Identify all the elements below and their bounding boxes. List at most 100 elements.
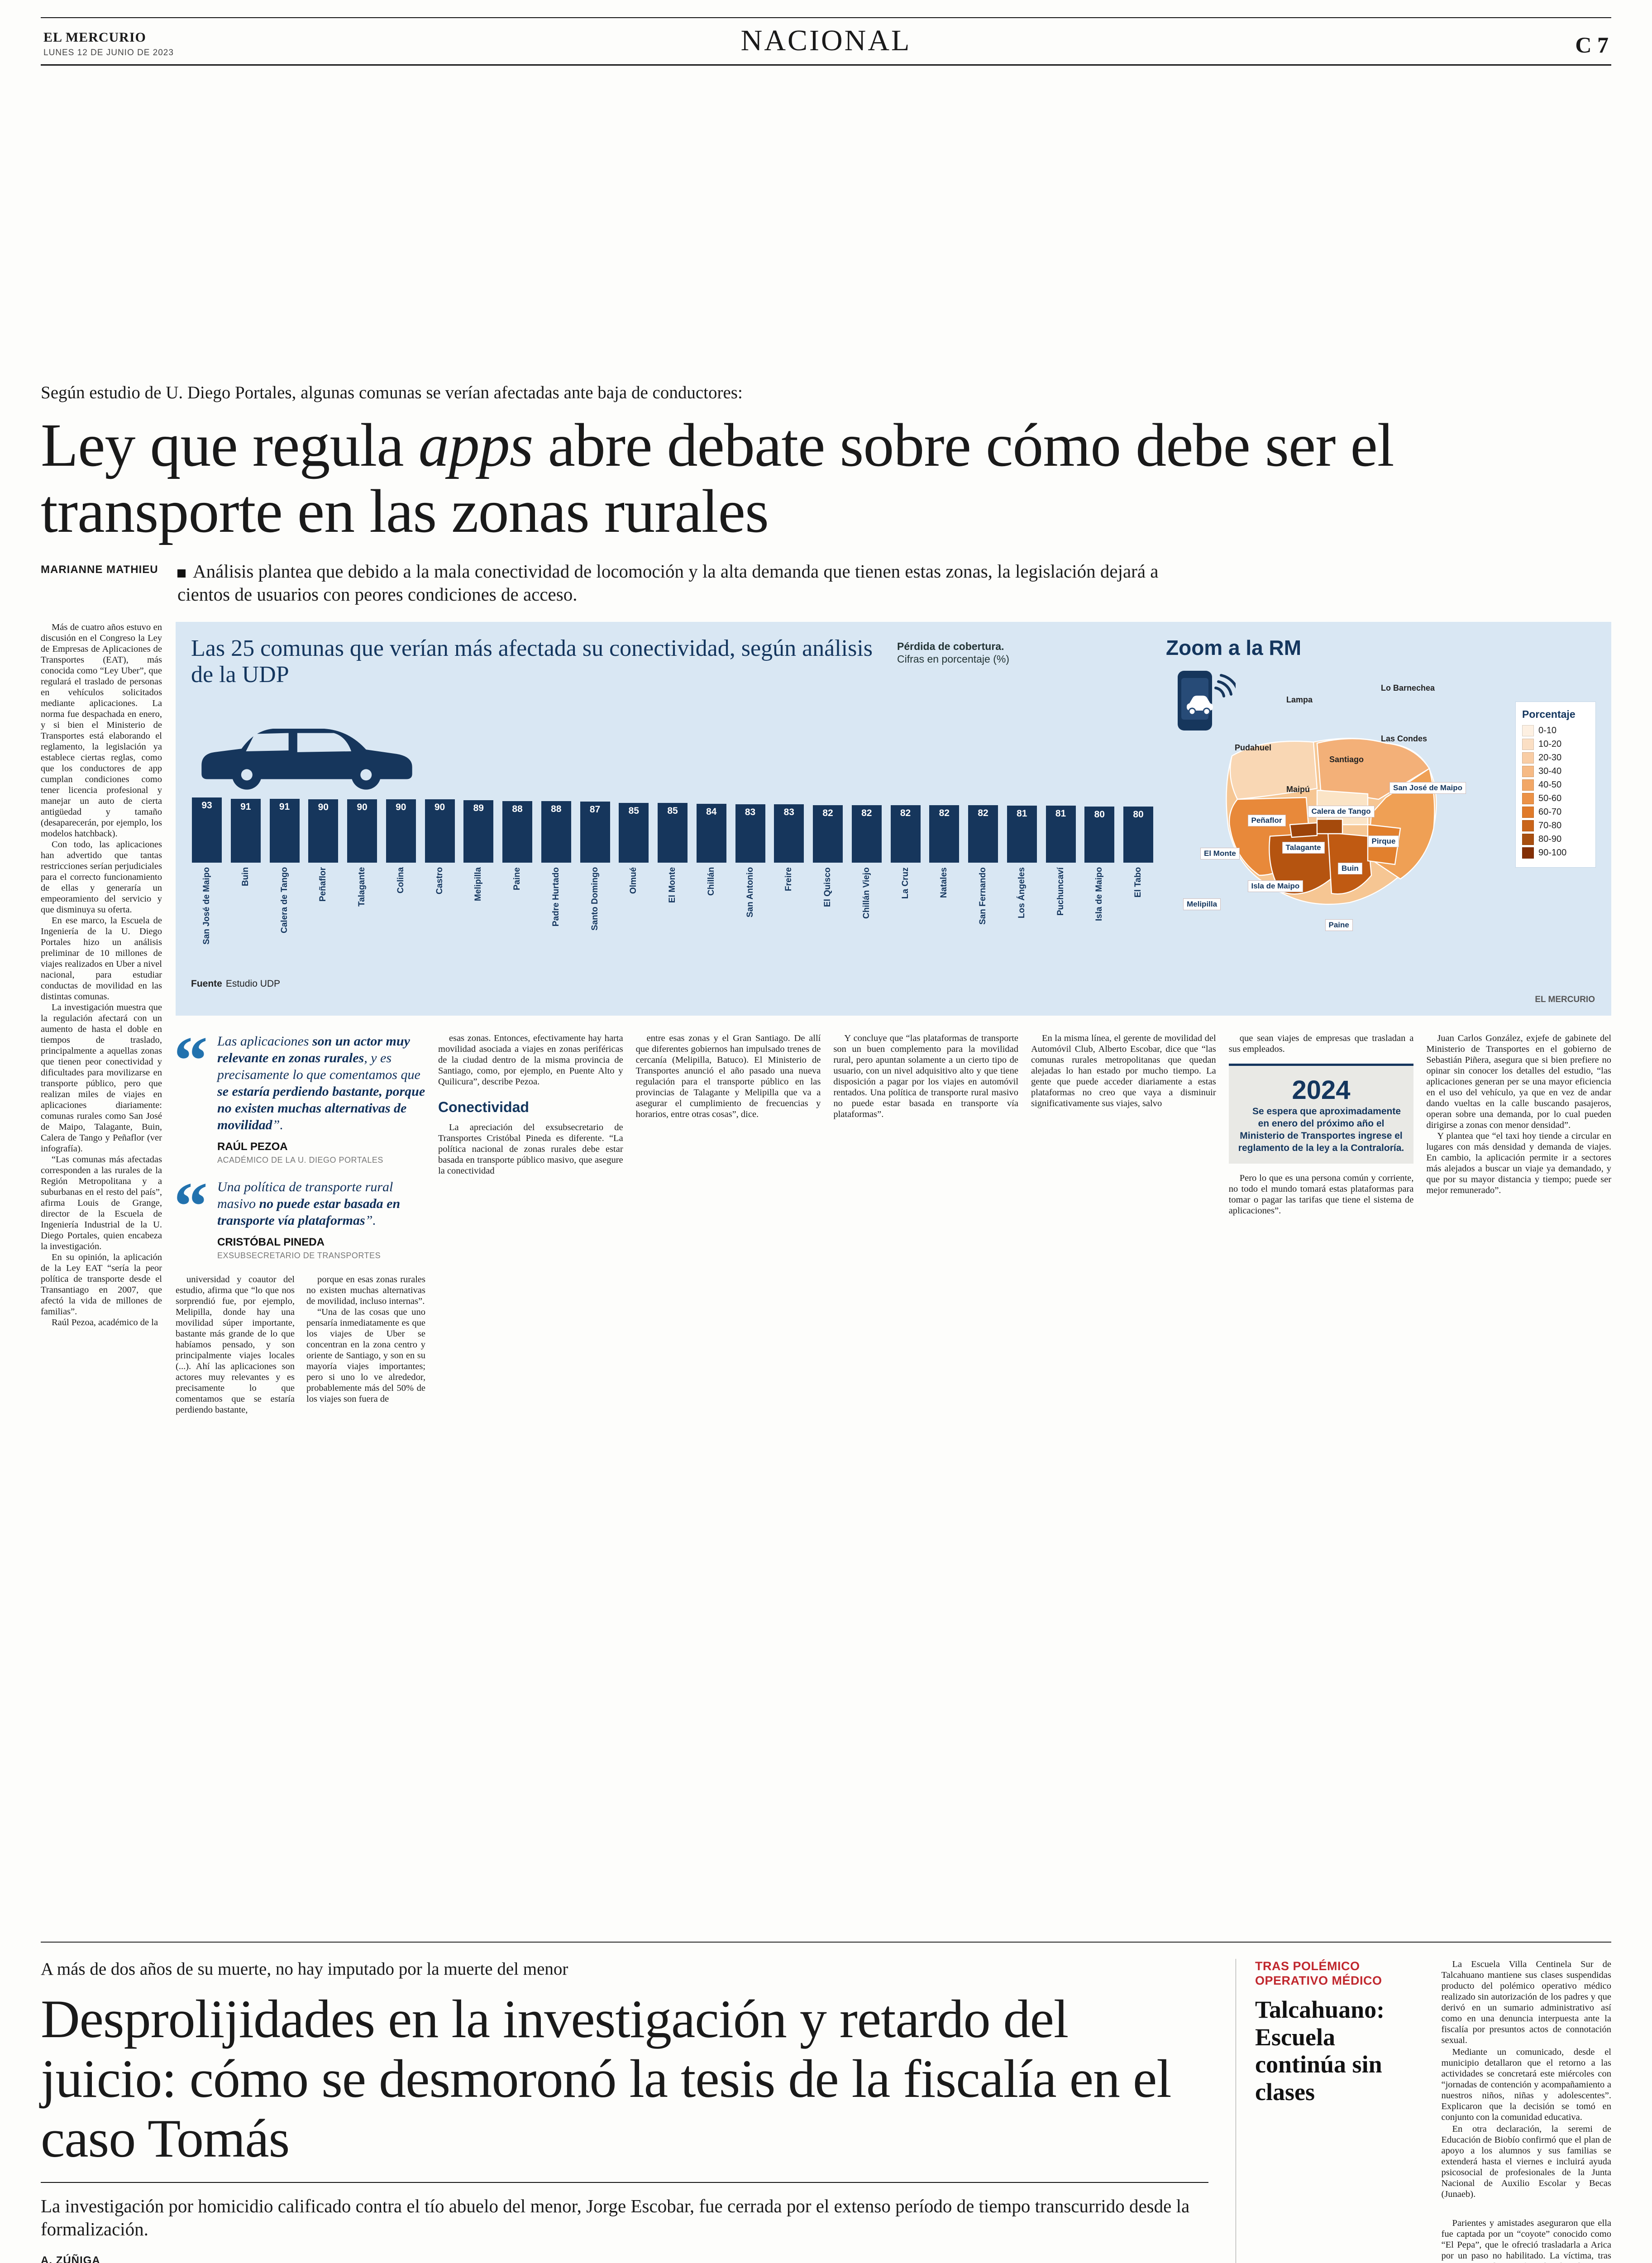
legend-row: 90-100: [1522, 847, 1589, 859]
article1-column: entre esas zonas y el Gran Santiago. De …: [636, 1033, 821, 1476]
bar-label: Freire: [784, 867, 794, 891]
bar: 91 Buin: [230, 694, 262, 975]
paragraph: En otra declaración, la seremi de Educac…: [1441, 2124, 1612, 2199]
paragraph: “Las comunas más afectadas corresponden …: [41, 1154, 162, 1251]
bar: 82 El Quisco: [812, 694, 844, 975]
bar-rect: 85: [658, 803, 688, 863]
car-icon: [201, 728, 412, 790]
legend-swatch: [1522, 752, 1534, 764]
map-label: Buin: [1338, 862, 1362, 874]
legend-row: 80-90: [1522, 833, 1589, 845]
article2-subhead: La investigación por homicidio calificad…: [41, 2182, 1208, 2241]
legend-label: 50-60: [1538, 793, 1562, 803]
headline-text: Ley que regula: [41, 411, 419, 479]
bar: 93 San José de Maipo: [191, 694, 223, 975]
legend-swatch: [1522, 779, 1534, 791]
quote-attribution: CRISTÓBAL PINEDA EXSUBSECRETARIO DE TRAN…: [217, 1236, 425, 1260]
article1-deck: MARIANNE MATHIEU Análisis plantea que de…: [41, 560, 1611, 606]
bar-chart-bars: 93 San José de Maipo 91 Buin 91 Calera de Tan…: [191, 694, 1154, 975]
quote-author-role: EXSUBSECRETARIO DE TRANSPORTES: [217, 1251, 381, 1260]
legend-swatch: [1522, 738, 1534, 750]
brief1-body: La Escuela Villa Centinela Sur de Talcah…: [1442, 1959, 1612, 2200]
bar-label: Paine: [512, 867, 522, 890]
bar: 82 San Fernando: [967, 694, 999, 975]
paragraph: La investigación muestra que la regulaci…: [41, 1002, 162, 1154]
bar: 90 Castro: [424, 694, 456, 975]
bar-rect: 81: [1007, 806, 1037, 863]
article1-column: Juan Carlos González, exjefe de gabinete…: [1426, 1033, 1611, 1476]
legend-label: 60-70: [1538, 807, 1562, 817]
paragraph: En ese marco, la Escuela de Ingeniería d…: [41, 915, 162, 1002]
bar-label: Natales: [939, 867, 949, 898]
infographic-credit: EL MERCURIO: [1535, 994, 1595, 1004]
bar-value: 83: [745, 807, 756, 817]
paragraph: Mediante un comunicado, desde el municip…: [1441, 2047, 1612, 2122]
map-label: Las Condes: [1381, 734, 1428, 743]
section-title: NACIONAL: [740, 24, 912, 57]
bar-rect: 87: [580, 802, 610, 863]
bar-label: San Antonio: [745, 867, 755, 918]
bar-label: Talagante: [357, 867, 367, 907]
paragraph: Parientes y amistades aseguraron que ell…: [1441, 2218, 1612, 2263]
bar-label: Calera de Tango: [279, 867, 289, 934]
headline-italic-word: apps: [418, 411, 534, 479]
bar-value: 83: [783, 807, 794, 817]
paragraph: entre esas zonas y el Gran Santiago. De …: [635, 1033, 821, 1119]
bar-value: 81: [1017, 808, 1027, 819]
paragraph: La Escuela Villa Centinela Sur de Talcah…: [1441, 1959, 1612, 2045]
legend-row: 60-70: [1522, 806, 1589, 818]
map-legend: Porcentaje 0-10 10-20 20-30 30-40 40-50 50-60…: [1515, 701, 1596, 868]
chart-source: Fuente Estudio UDP: [191, 979, 1154, 989]
bar-value: 84: [706, 807, 717, 817]
article1-subhead: Análisis plantea que debido a la mala co…: [177, 560, 1196, 606]
map-label: El Monte: [1200, 847, 1240, 859]
bar: 91 Calera de Tango: [269, 694, 301, 975]
bar: 85 Olmué: [618, 694, 649, 975]
bar: 90 Peñaflor: [307, 694, 339, 975]
quote-text: Una política de transporte rural masivo …: [217, 1179, 401, 1228]
bar: 88 Paine: [501, 694, 533, 975]
quote-author-role: ACADÉMICO DE LA U. DIEGO PORTALES: [217, 1155, 383, 1165]
paragraph: Y concluye que “las plataformas de trans…: [833, 1033, 1019, 1119]
legend-row: 0-10: [1522, 725, 1589, 736]
bar: 80 Isla de Maipo: [1084, 694, 1115, 975]
box-text: Se espera que aproximadamente en enero d…: [1238, 1106, 1404, 1154]
map-label: Pirque: [1368, 835, 1399, 848]
paper-name: EL MERCURIO: [43, 30, 146, 45]
paragraph: “Una de las cosas que uno pensaría inmed…: [306, 1307, 425, 1404]
bar: 88 Padre Hurtado: [540, 694, 572, 975]
legend-row: 10-20: [1522, 738, 1589, 750]
sidebar-right-column: La Escuela Villa Centinela Sur de Talcah…: [1442, 1959, 1612, 2263]
bar-label: El Tabo: [1133, 867, 1143, 898]
sidebar-left-column: TRAS POLÉMICO OPERATIVO MÉDICO Talcahuan…: [1255, 1959, 1425, 2263]
article-transport-law: Según estudio de U. Diego Portales, algu…: [41, 382, 1611, 1921]
article1-lower-columns: “ Las aplicaciones son un actor muy rele…: [176, 1033, 1611, 1476]
paragraph: Y plantea que “el taxi hoy tiende a circ…: [1426, 1131, 1611, 1195]
bar-label: Chillán Viejo: [861, 867, 871, 919]
map-label: Melipilla: [1183, 898, 1221, 910]
legend-row: 70-80: [1522, 820, 1589, 831]
masthead-left: EL MERCURIO LUNES 12 DE JUNIO DE 2023: [43, 30, 315, 58]
article1-kicker: Según estudio de U. Diego Portales, algu…: [41, 383, 743, 402]
article2-byline: A. ZÚÑIGA: [41, 2254, 100, 2263]
bar-label: San Fernando: [978, 867, 988, 925]
bar: 83 Freire: [773, 694, 805, 975]
bar-rect: 84: [696, 804, 726, 863]
legend-swatch: [1522, 847, 1534, 859]
bar-value: 85: [628, 806, 639, 816]
map-label: Lo Barnechea: [1381, 683, 1435, 692]
bar-rect: 81: [1046, 806, 1076, 863]
bar-label: Castro: [434, 867, 444, 895]
quote-attribution: RAÚL PEZOA ACADÉMICO DE LA U. DIEGO PORT…: [217, 1141, 425, 1165]
map-label: Peñaflor: [1247, 815, 1286, 827]
bar-value: 82: [822, 808, 833, 818]
legend-row: 20-30: [1522, 752, 1589, 764]
article2-headline: Desprolijidades en la investigación y re…: [41, 1988, 1172, 2168]
quote-text: Las aplicaciones son un actor muy releva…: [217, 1033, 425, 1132]
bar-label: Buin: [240, 867, 250, 887]
bar-rect: 83: [735, 804, 765, 863]
bar-rect: 88: [541, 801, 571, 863]
bar-label: Melipilla: [473, 867, 483, 901]
bar-chart-section: Las 25 comunas que verían más afectada s…: [191, 635, 1154, 1002]
